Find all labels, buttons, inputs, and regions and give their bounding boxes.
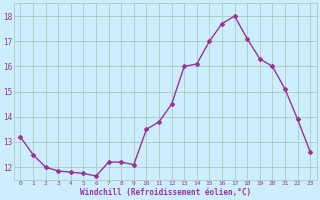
X-axis label: Windchill (Refroidissement éolien,°C): Windchill (Refroidissement éolien,°C) bbox=[80, 188, 251, 197]
